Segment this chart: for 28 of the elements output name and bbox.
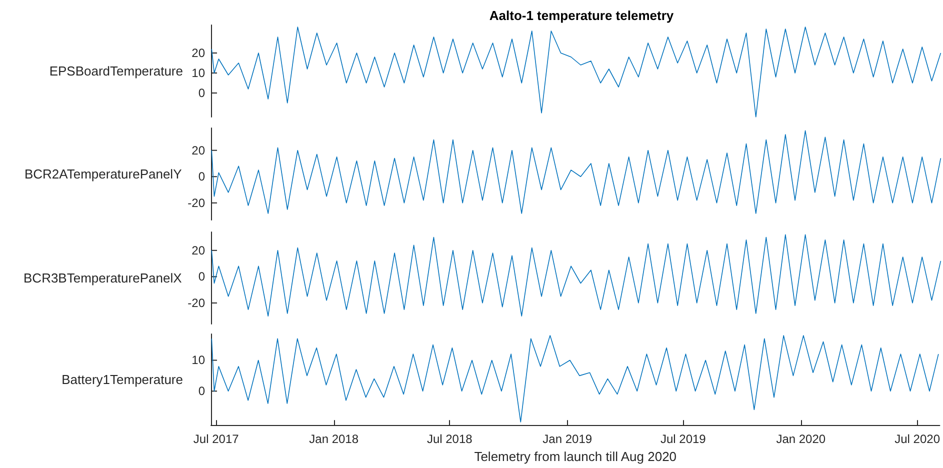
x-axis-title: Telemetry from launch till Aug 2020 [474,449,677,464]
x-tick-label: Jul 2018 [426,432,473,446]
y-axis-title: EPSBoardTemperature [49,64,183,78]
y-tick-label: 10 [192,353,206,368]
x-tick-label: Jul 2019 [660,432,706,446]
x-tick-label: Jan 2019 [542,432,592,446]
line-series [211,234,942,317]
line-series [211,335,939,422]
y-tick-label: -20 [188,296,206,310]
y-tick-label: 10 [192,66,206,80]
y-tick-label: 0 [198,170,206,184]
x-tick-label: Jul 2020 [894,432,940,446]
y-tick-label: 0 [198,384,206,398]
y-tick-label: -20 [188,196,206,210]
y-tick-label: 20 [192,46,206,60]
x-tick-label: Jul 2017 [193,432,240,446]
x-tick-label: Jan 2020 [776,432,826,446]
line-series [211,26,942,118]
y-tick-label: 20 [192,143,206,158]
y-tick-label: 0 [198,270,206,284]
line-series [211,130,942,214]
y-axis-title: BCR3BTemperaturePanelX [24,270,182,286]
y-axis-title: BCR2ATemperaturePanelY [24,166,182,182]
chart-title: Aalto-1 temperature telemetry [489,8,674,23]
y-tick-label: 0 [198,86,206,100]
y-tick-label: 20 [192,243,206,258]
x-tick-label: Jan 2018 [309,432,359,446]
y-axis-title: Battery1Temperature [62,372,183,388]
